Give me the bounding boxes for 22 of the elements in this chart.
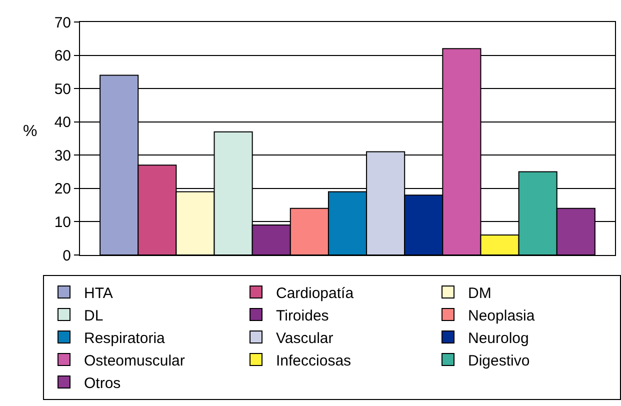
legend-label: Otros	[84, 374, 121, 392]
legend-label: Respiratoria	[84, 330, 166, 347]
legend-label: Neurolog	[468, 330, 529, 347]
y-tick-label: 10	[54, 214, 71, 231]
y-tick-label: 60	[54, 48, 71, 65]
legend-label: HTA	[84, 284, 113, 302]
legend-label: Digestivo	[468, 352, 530, 370]
legend-label: Neoplasia	[468, 307, 536, 324]
legend-label: Cardiopatía	[276, 284, 354, 302]
y-tick-label: 20	[54, 180, 71, 198]
y-tick-label: 0	[62, 247, 71, 264]
y-tick-label: 40	[54, 114, 71, 132]
y-tick-label: 30	[54, 147, 71, 164]
y-tick-label: 70	[54, 14, 71, 32]
legend-label: Vascular	[276, 330, 334, 347]
legend-label: DL	[84, 307, 104, 324]
y-tick-label: 50	[54, 80, 71, 98]
legend-label: Tiroides	[276, 307, 329, 324]
legend-label: Osteomuscular	[84, 352, 185, 370]
y-axis-title: %	[23, 123, 38, 140]
legend-label: Infecciosas	[276, 352, 352, 370]
legend-label: DM	[468, 284, 492, 302]
